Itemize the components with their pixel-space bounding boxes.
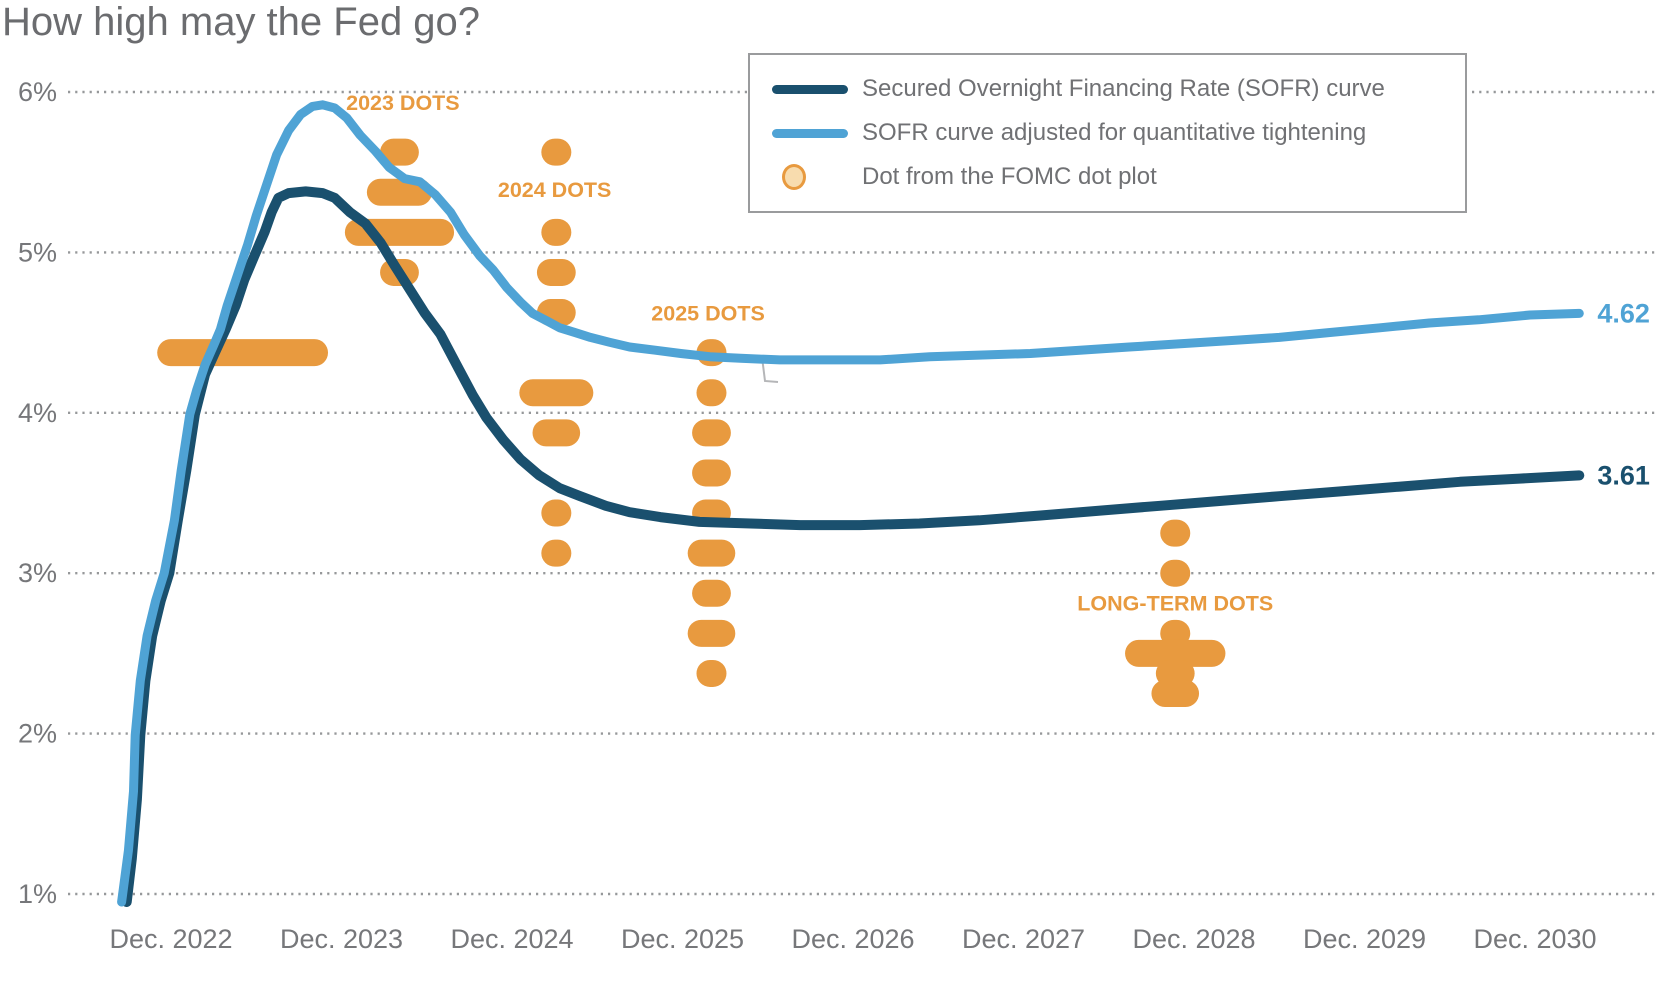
x-axis-label: Dec. 2026 <box>791 924 914 954</box>
fomc-dot-cluster <box>541 539 572 567</box>
y-axis-label: 1% <box>18 879 57 909</box>
dot-group-label: LONG-TERM DOTS <box>1077 592 1273 616</box>
fomc-dot-cluster <box>1160 559 1191 587</box>
fomc-dot-swatch-icon <box>782 164 806 190</box>
fomc-dot-cluster <box>696 379 727 407</box>
fomc-dot-cluster <box>1151 680 1200 707</box>
x-axis-label: Dec. 2025 <box>621 924 744 954</box>
x-axis-label: Dec. 2022 <box>109 924 232 954</box>
sofr-curve <box>121 186 1585 907</box>
legend-item-sofr-curve: Secured Overnight Financing Rate (SOFR) … <box>772 75 1465 103</box>
qt-line-swatch-icon <box>772 128 848 138</box>
fomc-dot-cluster <box>157 339 329 367</box>
annotation-mark <box>761 356 779 383</box>
fomc-dot-cluster <box>687 619 736 647</box>
y-axis-label: 4% <box>18 398 57 428</box>
qt-adjusted-curve <box>117 100 1584 907</box>
x-axis-label: Dec. 2024 <box>450 924 573 954</box>
curve-end-value: 4.62 <box>1597 298 1650 328</box>
fomc-dot-cluster <box>519 379 594 407</box>
sofr-line-swatch-icon <box>772 84 848 94</box>
y-axis-label: 5% <box>18 237 57 267</box>
fomc-dot-cluster <box>692 579 731 607</box>
fomc-dot-cluster <box>536 258 576 286</box>
fomc-dot-cluster <box>541 499 572 527</box>
fomc-dot-cluster <box>692 419 731 447</box>
legend-label: Secured Overnight Financing Rate (SOFR) … <box>862 75 1385 102</box>
dot-group-label: 2023 DOTS <box>346 91 460 115</box>
x-axis-label: Dec. 2027 <box>962 924 1085 954</box>
x-axis-label: Dec. 2029 <box>1303 924 1426 954</box>
fomc-dot-cluster <box>1125 639 1226 667</box>
legend-label: Dot from the FOMC dot plot <box>862 163 1157 190</box>
legend-label: SOFR curve adjusted for quantitative tig… <box>862 119 1367 146</box>
curve-end-value: 3.61 <box>1597 460 1650 490</box>
fomc-dot-cluster <box>541 138 572 166</box>
y-axis-label: 3% <box>18 558 57 588</box>
fomc-dot-cluster <box>532 419 581 447</box>
x-axis-label: Dec. 2028 <box>1132 924 1255 954</box>
fomc-dot-cluster <box>692 459 731 487</box>
fomc-dot-cluster <box>687 539 736 567</box>
x-axis-label: Dec. 2030 <box>1473 924 1596 954</box>
fomc-dot-cluster <box>696 659 727 687</box>
fomc-dot-cluster <box>541 218 572 246</box>
legend-item-fomc-dot: Dot from the FOMC dot plot <box>772 163 1465 191</box>
dot-group-label: 2025 DOTS <box>651 301 765 325</box>
fomc-dot-cluster <box>380 138 419 166</box>
chart-title: How high may the Fed go? <box>2 0 481 44</box>
x-axis-label: Dec. 2023 <box>280 924 403 954</box>
fomc-dot-cluster <box>1160 519 1191 547</box>
legend-item-qt-adjusted-curve: SOFR curve adjusted for quantitative tig… <box>772 119 1465 147</box>
y-axis-label: 6% <box>18 77 57 107</box>
dot-group-label: 2024 DOTS <box>498 178 612 202</box>
legend: Secured Overnight Financing Rate (SOFR) … <box>748 53 1467 213</box>
y-axis-label: 2% <box>18 719 57 749</box>
